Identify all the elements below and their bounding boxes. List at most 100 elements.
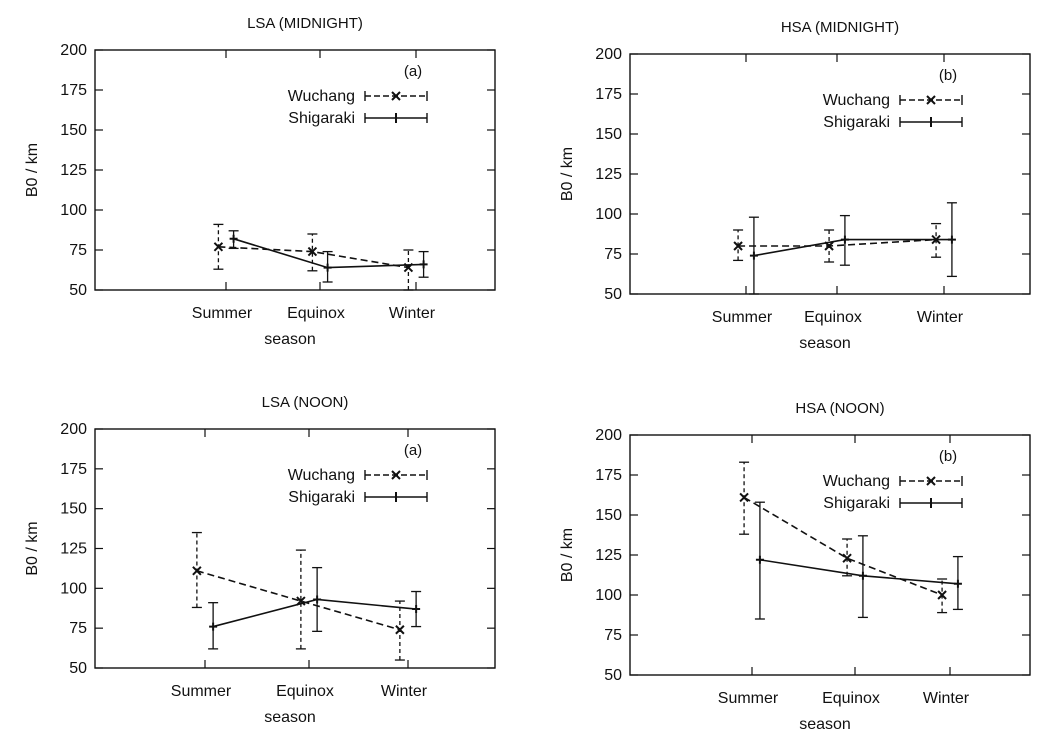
x-tick-label: Equinox xyxy=(287,305,345,322)
y-tick-label: 200 xyxy=(60,421,87,438)
legend-label-wuchang: Wuchang xyxy=(823,473,890,490)
error-bar xyxy=(411,590,422,628)
data-point-shigaraki xyxy=(840,235,849,244)
legend-label-shigaraki: Shigaraki xyxy=(288,489,355,506)
error-bar xyxy=(748,216,759,295)
chart-panel-3: LSA (NOON) 50 75 100 125 150 175 200 Summer Equin… xyxy=(24,394,496,726)
y-tick-label: 125 xyxy=(595,547,622,564)
x-tick-label: Winter xyxy=(389,305,436,322)
x-axis-label: season xyxy=(799,335,851,352)
y-tick-label: 100 xyxy=(595,587,622,604)
error-bar xyxy=(937,578,948,614)
series-line-shigaraki xyxy=(753,238,952,257)
plot-frame xyxy=(94,49,496,291)
y-tick-label: 150 xyxy=(60,501,87,518)
y-tick-label: 150 xyxy=(595,507,622,524)
y-axis-label: B0 / km xyxy=(24,143,41,197)
chart-title: HSA (NOON) xyxy=(795,400,884,417)
y-axis-label: B0 / km xyxy=(559,147,576,201)
error-bar xyxy=(842,538,853,577)
error-bar xyxy=(403,249,414,291)
x-axis-label: season xyxy=(264,709,316,726)
data-point-wuchang xyxy=(937,590,947,600)
error-bar xyxy=(312,566,323,633)
y-tick-label: 75 xyxy=(69,242,87,259)
legend-label-wuchang: Wuchang xyxy=(288,88,355,105)
data-point-shigaraki xyxy=(323,263,332,272)
chart-panel-2: HSA (MIDNIGHT) 50 75 100 125 150 175 200 Summer E… xyxy=(559,19,1031,352)
y-tick-label: 175 xyxy=(595,467,622,484)
y-tick-label: 200 xyxy=(595,46,622,63)
data-point-wuchang xyxy=(733,241,743,251)
data-point-wuchang xyxy=(395,625,405,635)
x-tick-label: Summer xyxy=(171,683,232,700)
data-point-shigaraki xyxy=(755,555,764,564)
error-bar xyxy=(307,233,318,272)
data-point-wuchang xyxy=(307,246,318,257)
chart-title: LSA (NOON) xyxy=(262,394,349,411)
legend-marker xyxy=(926,95,936,105)
y-tick-label: 125 xyxy=(595,166,622,183)
data-point-shigaraki xyxy=(858,571,867,580)
legend-label-wuchang: Wuchang xyxy=(288,467,355,484)
y-tick-label: 50 xyxy=(604,286,622,303)
data-point-shigaraki xyxy=(209,622,218,631)
error-bar xyxy=(952,555,963,611)
y-tick-label: 50 xyxy=(69,282,87,299)
series-line-shigaraki xyxy=(212,598,417,628)
legend-label-shigaraki: Shigaraki xyxy=(823,114,890,131)
y-tick-label: 175 xyxy=(595,86,622,103)
error-bar xyxy=(733,229,744,262)
error-bar xyxy=(946,202,957,278)
chart-panel-4: HSA (NOON) 50 75 100 125 150 175 200 Summer Equin… xyxy=(559,400,1031,733)
error-bar xyxy=(191,531,202,609)
error-bar xyxy=(322,250,333,283)
x-tick-label: Summer xyxy=(712,309,773,326)
error-bar xyxy=(824,229,835,263)
y-axis-label: B0 / km xyxy=(24,521,41,575)
data-point-shigaraki xyxy=(947,235,956,244)
y-tick-label: 50 xyxy=(604,667,622,684)
panel-label: (b) xyxy=(939,67,957,84)
chart-title: HSA (MIDNIGHT) xyxy=(781,19,899,36)
y-tick-label: 100 xyxy=(60,580,87,597)
plot-frame xyxy=(629,53,1031,295)
error-bar xyxy=(208,602,219,650)
y-tick-label: 100 xyxy=(60,202,87,219)
data-point-wuchang xyxy=(842,553,852,563)
series-line-shigaraki xyxy=(233,238,424,269)
data-point-wuchang xyxy=(213,242,224,252)
series-line-wuchang xyxy=(743,496,943,596)
plot-frame xyxy=(629,434,1031,676)
error-bar xyxy=(857,535,868,619)
error-bar xyxy=(394,600,405,661)
legend-label-shigaraki: Shigaraki xyxy=(288,110,355,127)
error-bar xyxy=(228,230,239,250)
x-tick-label: Equinox xyxy=(276,683,334,700)
y-tick-label: 150 xyxy=(595,126,622,143)
legend-marker xyxy=(391,91,401,101)
x-tick-label: Winter xyxy=(917,309,964,326)
y-tick-label: 75 xyxy=(69,620,87,637)
data-point-shigaraki xyxy=(749,251,758,260)
y-tick-label: 125 xyxy=(60,541,87,558)
error-bar xyxy=(213,223,224,270)
x-tick-label: Winter xyxy=(923,690,970,707)
data-point-wuchang xyxy=(739,492,749,503)
error-bar xyxy=(739,461,750,535)
legend-label-wuchang: Wuchang xyxy=(823,92,890,109)
chart-panel-1: LSA (MIDNIGHT) 50 75 100 125 150 175 200 Summer E… xyxy=(24,15,496,348)
error-bar xyxy=(839,214,850,266)
y-tick-label: 75 xyxy=(604,246,622,263)
data-point-shigaraki xyxy=(953,579,962,588)
x-tick-label: Equinox xyxy=(822,690,880,707)
chart-title: LSA (MIDNIGHT) xyxy=(247,15,363,32)
data-point-wuchang xyxy=(192,566,202,576)
series-line-wuchang xyxy=(196,570,401,631)
x-tick-label: Equinox xyxy=(804,309,862,326)
panel-label: (b) xyxy=(939,448,957,465)
plot-frame xyxy=(94,428,496,669)
data-point-shigaraki xyxy=(229,234,238,243)
x-tick-label: Summer xyxy=(718,690,779,707)
